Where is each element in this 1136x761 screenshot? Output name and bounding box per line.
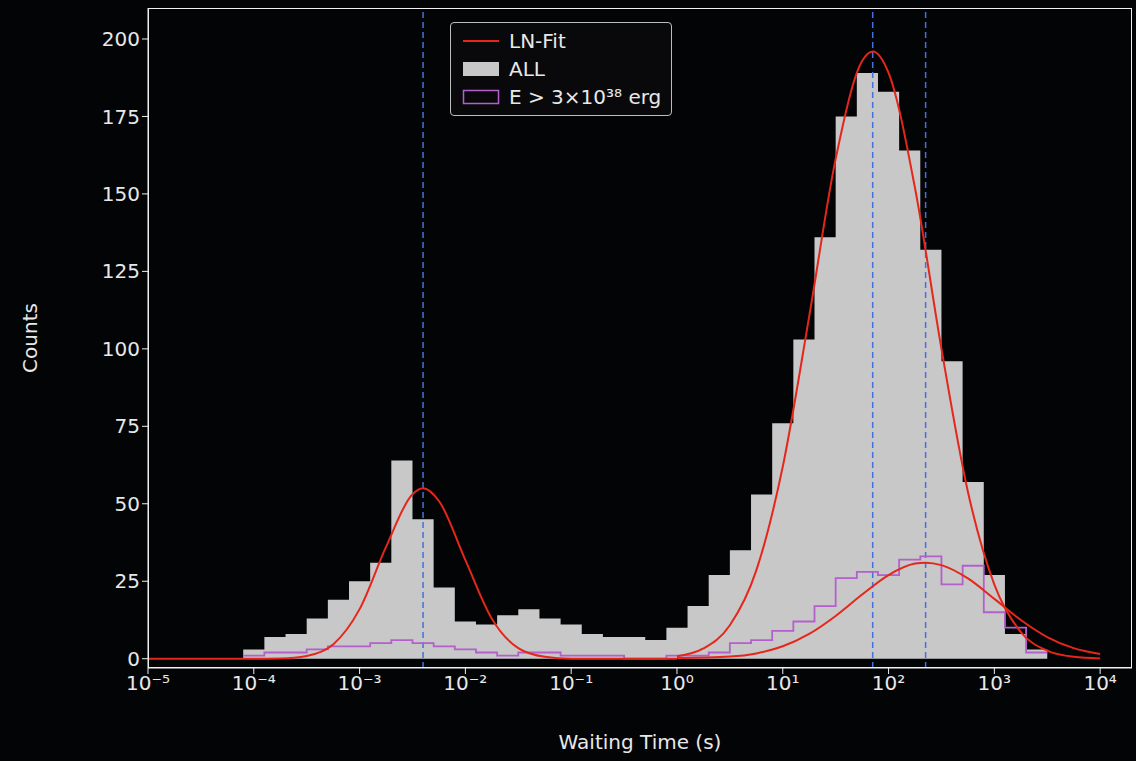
svg-text:10⁻²: 10⁻² xyxy=(443,671,487,695)
svg-text:0: 0 xyxy=(127,647,140,671)
svg-text:125: 125 xyxy=(102,259,140,283)
svg-text:10⁴: 10⁴ xyxy=(1083,671,1116,695)
svg-text:50: 50 xyxy=(115,492,140,516)
svg-text:10⁻¹: 10⁻¹ xyxy=(549,671,593,695)
svg-text:100: 100 xyxy=(102,337,140,361)
svg-text:Counts: Counts xyxy=(18,303,42,373)
html-text:E > 3×10³⁸ erg: E > 3×10³⁸ erg xyxy=(509,85,662,109)
svg-text:10¹: 10¹ xyxy=(766,671,799,695)
svg-text:10⁻⁴: 10⁻⁴ xyxy=(232,671,276,695)
svg-text:175: 175 xyxy=(102,105,140,129)
svg-text:10³: 10³ xyxy=(978,671,1011,695)
svg-text:150: 150 xyxy=(102,182,140,206)
html-text:LN-Fit: LN-Fit xyxy=(509,29,566,53)
svg-text:75: 75 xyxy=(115,414,140,438)
svg-text:10⁰: 10⁰ xyxy=(660,671,693,695)
svg-text:Waiting Time (s): Waiting Time (s) xyxy=(559,730,722,754)
html-text:ALL: ALL xyxy=(509,57,545,81)
svg-text:10²: 10² xyxy=(872,671,905,695)
svg-text:10⁻³: 10⁻³ xyxy=(338,671,382,695)
svg-text:10⁻⁵: 10⁻⁵ xyxy=(126,671,170,695)
svg-text:200: 200 xyxy=(102,27,140,51)
svg-text:25: 25 xyxy=(115,569,140,593)
